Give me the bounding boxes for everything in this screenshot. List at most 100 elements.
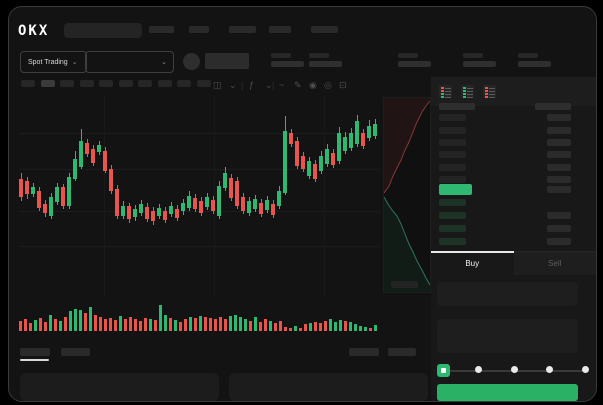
candle-body (241, 197, 245, 211)
volume-bar (309, 323, 312, 331)
market-type-dropdown[interactable]: Spot Trading ⌄ (20, 51, 87, 73)
volume-bar (139, 321, 142, 331)
nav-item-placeholder[interactable] (189, 26, 209, 33)
ask-price-placeholder (439, 151, 466, 158)
tab-buy[interactable]: Buy (431, 251, 514, 275)
settings-icon[interactable]: ◎ (324, 80, 332, 90)
nav-item-placeholder[interactable] (269, 26, 291, 33)
chart-tab[interactable] (61, 348, 90, 356)
volume-bar (214, 319, 217, 331)
volume-bar (94, 315, 97, 331)
timeframe-button[interactable] (157, 80, 172, 87)
volume-bar (164, 315, 167, 331)
pair-dropdown[interactable]: ⌄ (85, 51, 174, 73)
ask-row[interactable] (431, 139, 596, 149)
nav-item-placeholder[interactable] (229, 26, 256, 33)
volume-bar (219, 317, 222, 331)
chart-type-icon[interactable]: ◫ (213, 80, 222, 90)
volume-bar (364, 327, 367, 331)
bid-row[interactable] (431, 238, 596, 248)
volume-bar (204, 317, 207, 331)
candle-body (31, 187, 35, 194)
candle-body (61, 187, 65, 206)
volume-bar (194, 318, 197, 331)
ask-row[interactable] (431, 127, 596, 137)
chart-option-placeholder[interactable] (388, 348, 416, 356)
volume-bar (359, 326, 362, 331)
timeframe-button[interactable] (99, 80, 113, 87)
line-tool-icon[interactable]: ~ (279, 80, 285, 90)
slider-stop-dot[interactable] (475, 366, 482, 373)
stat-value-placeholder (398, 61, 431, 67)
coin-avatar (183, 53, 200, 70)
candle-body (55, 187, 59, 202)
indicators-icon[interactable]: ƒ (249, 80, 255, 90)
ask-row[interactable] (431, 164, 596, 174)
volume-bar (74, 309, 77, 331)
volume-bar (174, 320, 177, 331)
draw-icon[interactable]: ✎ (294, 80, 302, 90)
price-input[interactable] (437, 282, 578, 306)
timeframe-button[interactable] (21, 80, 35, 87)
ask-row[interactable] (431, 151, 596, 161)
stat-group (463, 53, 497, 68)
timeframe-button[interactable] (60, 80, 74, 87)
chart-option-placeholder[interactable] (349, 348, 379, 356)
stat-label-placeholder (518, 53, 538, 58)
buy-submit-button[interactable] (437, 384, 578, 401)
bid-row[interactable] (431, 225, 596, 235)
ask-amount-placeholder (547, 164, 571, 171)
orderbook-bids-icon[interactable] (461, 85, 474, 98)
timeframe-button[interactable] (177, 80, 191, 87)
slider-stop-dot[interactable] (546, 366, 553, 373)
slider-stop-dot[interactable] (510, 366, 518, 373)
volume-bar (304, 324, 307, 331)
nav-item-placeholder[interactable] (149, 26, 174, 33)
slider-stop-dot[interactable] (581, 366, 589, 373)
stat-value-placeholder (271, 61, 304, 67)
candle-body (355, 121, 359, 144)
stat-value-placeholder (309, 61, 342, 67)
timeframe-button[interactable] (40, 80, 55, 87)
nav-item-placeholder[interactable] (311, 26, 338, 33)
timeframe-button[interactable] (79, 80, 94, 87)
ask-row[interactable] (431, 114, 596, 124)
bottom-panel-right (229, 373, 428, 401)
timeframe-button[interactable] (196, 80, 211, 87)
camera-icon[interactable]: ◉ (309, 80, 317, 90)
chart-tab-active[interactable] (20, 348, 50, 356)
amount-slider-handle[interactable] (437, 364, 450, 377)
gridline-h (19, 246, 379, 247)
fullscreen-icon[interactable]: ⊡ (339, 80, 347, 90)
candle-body (217, 186, 221, 216)
volume-bar (209, 318, 212, 331)
volume-bar (299, 328, 302, 331)
volume-bar (354, 324, 357, 331)
orderbook-asks-icon[interactable] (483, 85, 496, 98)
candle-body (349, 133, 353, 148)
bid-row[interactable] (431, 212, 596, 222)
candle-body (229, 178, 233, 198)
timeframe-button[interactable] (138, 80, 152, 87)
chevron-down-icon[interactable]: ⌄ (229, 80, 237, 90)
tab-sell[interactable]: Sell (513, 252, 596, 275)
candle-body (211, 200, 215, 211)
search-input[interactable] (64, 23, 142, 38)
bid-row[interactable] (431, 199, 596, 209)
amount-input[interactable] (437, 319, 578, 353)
volume-bar (314, 322, 317, 331)
volume-bar (169, 318, 172, 331)
candlestick-chart[interactable] (19, 96, 379, 297)
last-price-badge[interactable] (439, 184, 472, 195)
stat-group (398, 53, 432, 68)
orderbook-combined-icon[interactable] (439, 85, 452, 98)
volume-bar (64, 317, 67, 331)
candle-body (139, 204, 143, 213)
chart-control-placeholder[interactable] (391, 281, 418, 288)
ask-row[interactable] (431, 176, 596, 186)
timeframe-button[interactable] (118, 80, 133, 87)
volume-pane (19, 301, 379, 331)
chevron-down-icon[interactable]: ⌄ (265, 80, 273, 90)
volume-bar (234, 315, 237, 331)
volume-bar (269, 321, 272, 331)
